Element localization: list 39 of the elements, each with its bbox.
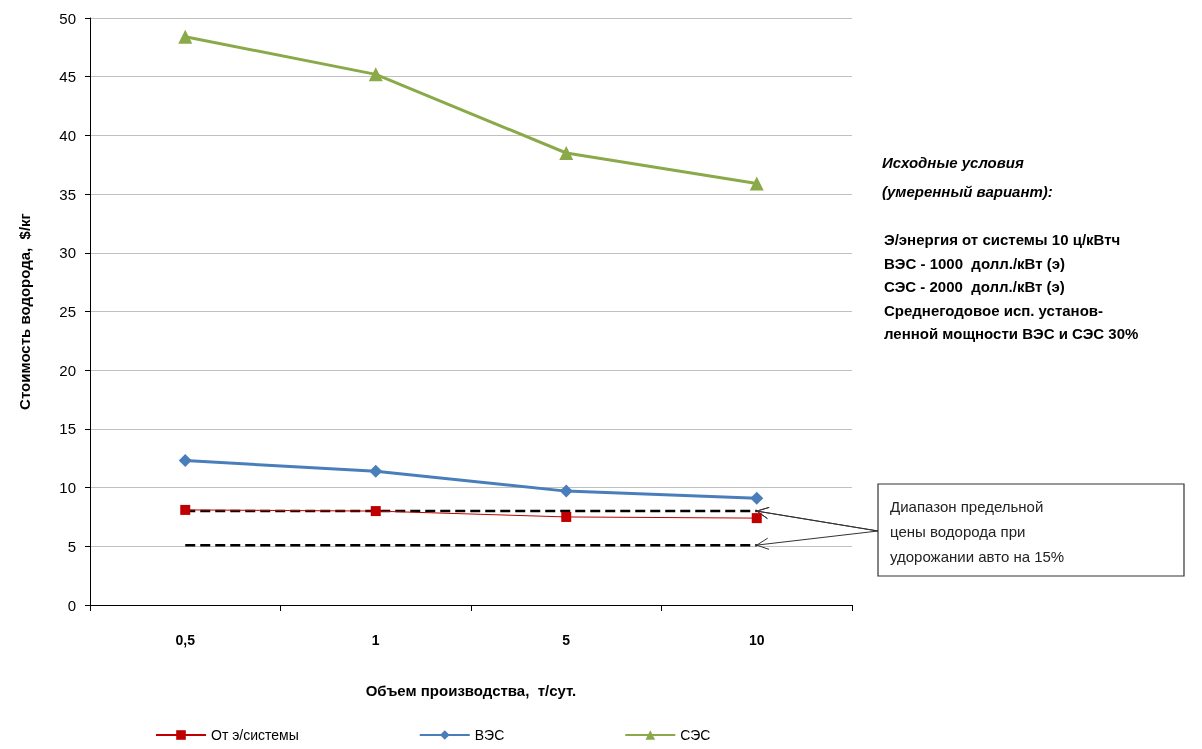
- point: [178, 454, 192, 468]
- point: [180, 504, 191, 515]
- legend-label: СЭС: [680, 727, 711, 743]
- text: ВЭС - 1000 долл./кВт (э): [884, 254, 1066, 272]
- point: [559, 484, 573, 498]
- point: [749, 176, 764, 191]
- y-tick-label: 50: [59, 9, 76, 27]
- y-tick-label: 15: [59, 420, 76, 438]
- x-tick-label: 0,5: [175, 632, 196, 648]
- y-tick-label: 5: [67, 537, 76, 555]
- point: [368, 67, 383, 82]
- annotation: Диапазон предельной цены водорода при удорожании авто на 15%: [890, 498, 1065, 565]
- text: ленной мощности ВЭС и СЭС 30%: [884, 325, 1139, 342]
- y-tick-label: 35: [59, 185, 76, 203]
- y-tick-label: 40: [59, 126, 76, 144]
- x-axis-title: Объем производства, т/сут.: [365, 682, 577, 699]
- x-tick-label: 5: [562, 632, 571, 648]
- legend-label: От э/системы: [211, 727, 299, 743]
- y-tick-label: 25: [59, 303, 76, 320]
- point: [561, 511, 572, 522]
- y-axis-title: Стоимость водорода, $/кг: [16, 213, 33, 410]
- point: [370, 506, 381, 517]
- y-tick-label: 10: [59, 479, 76, 497]
- point: [751, 513, 762, 524]
- point: [178, 29, 193, 44]
- x-tick-label: 10: [748, 632, 765, 648]
- point: [559, 146, 574, 161]
- text: Среднегодовое исп. установ-: [884, 301, 1104, 319]
- point: [750, 491, 764, 505]
- x-tick-label: 1: [371, 632, 380, 648]
- y-tick-label: 20: [59, 361, 76, 379]
- text: Исходные условия (умеренный вариант):: [882, 154, 1053, 200]
- text: Э/энергия от системы 10 ц/кВтч: [884, 231, 1121, 248]
- text: СЭС - 2000 долл./кВт (э): [884, 278, 1065, 295]
- y-tick-label: 0: [67, 596, 76, 614]
- legend-label: ВЭС: [474, 727, 505, 743]
- y-tick-label: 45: [59, 68, 76, 86]
- y-tick-label: 30: [59, 244, 76, 262]
- point: [369, 464, 383, 478]
